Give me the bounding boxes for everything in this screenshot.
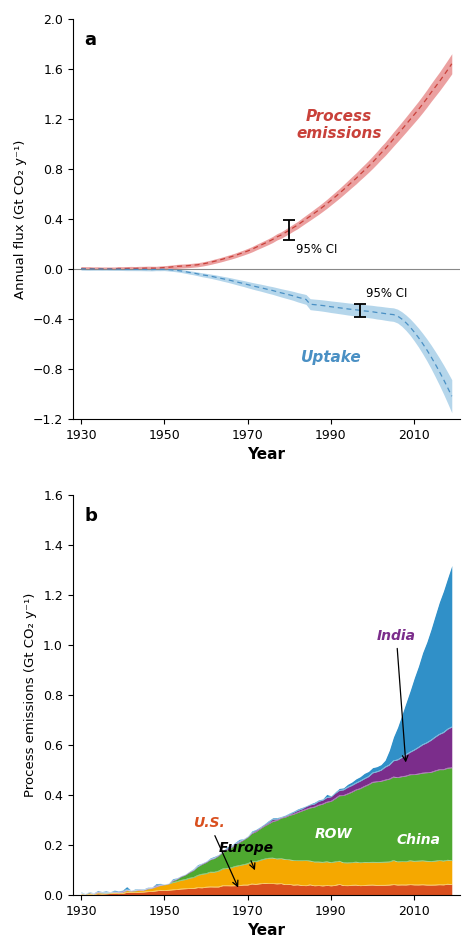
Text: 95% CI: 95% CI [366, 288, 408, 300]
Text: India: India [377, 629, 416, 761]
Y-axis label: Annual flux (Gt CO₂ y⁻¹): Annual flux (Gt CO₂ y⁻¹) [14, 139, 27, 299]
X-axis label: Year: Year [247, 447, 285, 462]
Text: Process
emissions: Process emissions [297, 109, 382, 141]
Text: China: China [396, 833, 440, 847]
Text: a: a [84, 30, 96, 49]
Y-axis label: Process emissions (Gt CO₂ y⁻¹): Process emissions (Gt CO₂ y⁻¹) [24, 593, 37, 797]
Text: Europe: Europe [219, 842, 273, 869]
Text: Uptake: Uptake [301, 350, 361, 366]
X-axis label: Year: Year [247, 923, 285, 938]
Text: ROW: ROW [314, 827, 352, 842]
Text: U.S.: U.S. [193, 817, 238, 886]
Text: 95% CI: 95% CI [296, 243, 337, 256]
Text: b: b [84, 506, 97, 525]
